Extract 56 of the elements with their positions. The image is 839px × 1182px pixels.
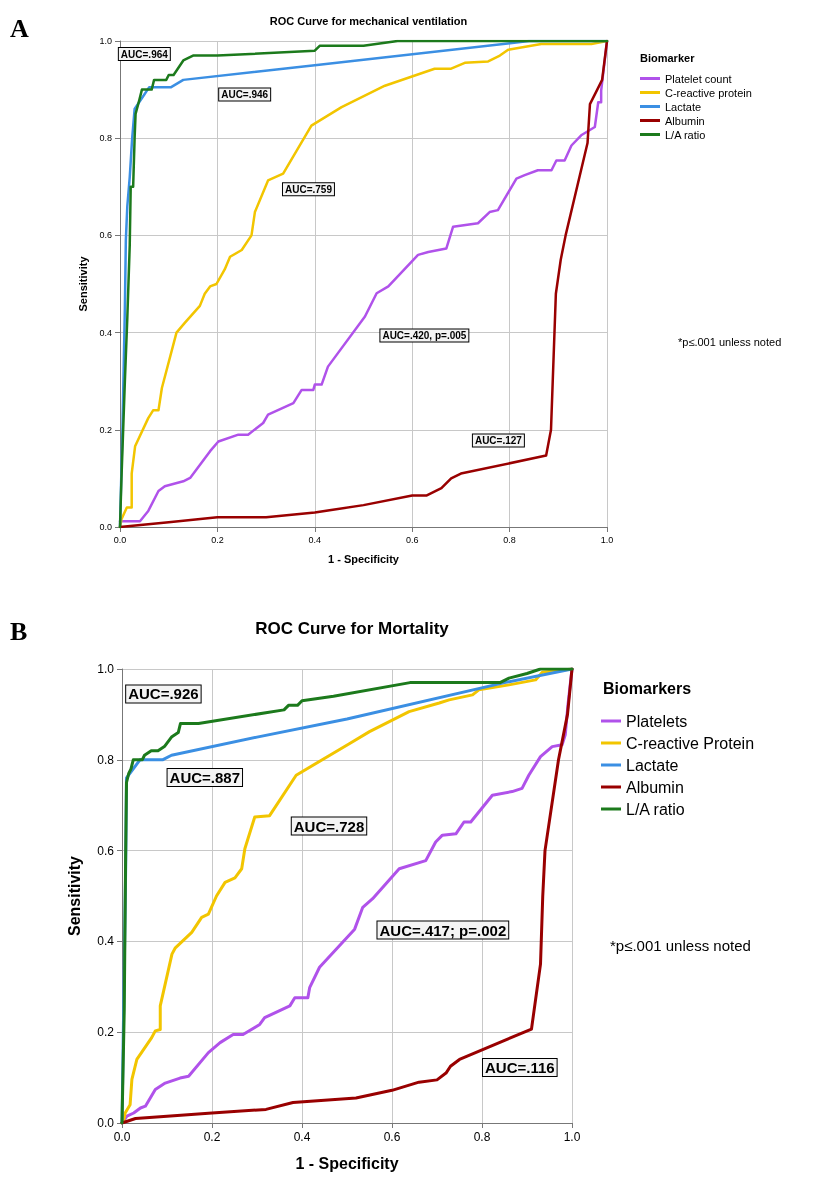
legend-label: C-reactive protein	[665, 86, 752, 99]
annotation: AUC=.946	[221, 88, 269, 100]
legend-label: Albumin	[665, 114, 705, 127]
legend-label: Lactate	[626, 756, 679, 774]
x-tick-label: 0.6	[383, 1130, 401, 1144]
y-tick-label: 0.0	[99, 522, 112, 532]
y-tick-label: 1.0	[97, 662, 115, 676]
legend-label: Lactate	[665, 100, 702, 113]
y-tick-label: 0.8	[97, 752, 115, 767]
x-tick-label: 1.0	[600, 534, 614, 545]
legend-label: Albumin	[626, 778, 684, 796]
x-tick-label: 1.0	[563, 1130, 581, 1144]
y-tick-label: 0.6	[99, 230, 112, 241]
y-tick-label: 0.2	[97, 1025, 115, 1040]
text: B	[10, 616, 28, 646]
legend-title: Biomarker	[640, 51, 696, 64]
annotation: AUC=.116	[484, 1059, 555, 1077]
x-tick-label: 0.0	[113, 1130, 131, 1144]
y-tick-label: 0.4	[97, 934, 115, 949]
annotation: AUC=.417; p=.002	[379, 921, 507, 939]
legend-label: Platelet count	[665, 72, 732, 85]
chart-title: ROC Curve for mechanical ventilation	[269, 14, 468, 27]
annotation: AUC=.926	[128, 685, 199, 703]
legend-label: Platelets	[626, 712, 688, 730]
x-tick-label: 0.4	[308, 534, 322, 545]
y-axis-title: Sensitivity	[65, 855, 83, 937]
x-tick-label: 0.2	[203, 1130, 221, 1144]
annotation: AUC=.964	[120, 48, 169, 60]
y-tick-label: 0.0	[97, 1116, 115, 1130]
x-axis-title: 1 - Specificity	[295, 1154, 399, 1172]
y-axis-title: Sensitivity	[77, 255, 90, 312]
annotation: AUC=.759	[284, 183, 333, 195]
x-tick-label: 0.6	[405, 534, 419, 545]
legend-title: Biomarkers	[603, 679, 692, 697]
y-tick-label: 0.4	[99, 327, 112, 338]
chart-title: ROC Curve for Mortality	[255, 619, 450, 638]
x-tick-label: 0.8	[503, 534, 516, 545]
annotation: AUC=.420, p=.005	[382, 330, 467, 342]
text: *p≤.001 unless noted	[610, 937, 751, 954]
legend-label: C-reactive Protein	[626, 734, 755, 752]
annotation: AUC=.728	[293, 817, 365, 835]
x-axis-title: 1 - Specificity	[328, 552, 400, 565]
annotation: AUC=.127	[474, 434, 523, 446]
text: *p≤.001 unless noted	[678, 335, 782, 348]
text: A	[10, 13, 29, 43]
x-tick-label: 0.2	[211, 534, 224, 545]
x-tick-label: 0.0	[113, 534, 127, 545]
x-tick-label: 0.4	[293, 1130, 311, 1144]
y-tick-label: 0.8	[99, 133, 112, 144]
x-tick-label: 0.8	[473, 1130, 491, 1144]
y-tick-label: 0.6	[97, 843, 115, 858]
legend-label: L/A ratio	[665, 128, 706, 141]
annotation: AUC=.887	[169, 769, 241, 787]
legend-label: L/A ratio	[626, 800, 685, 818]
y-tick-label: 1.0	[99, 36, 112, 46]
y-tick-label: 0.2	[99, 424, 112, 435]
